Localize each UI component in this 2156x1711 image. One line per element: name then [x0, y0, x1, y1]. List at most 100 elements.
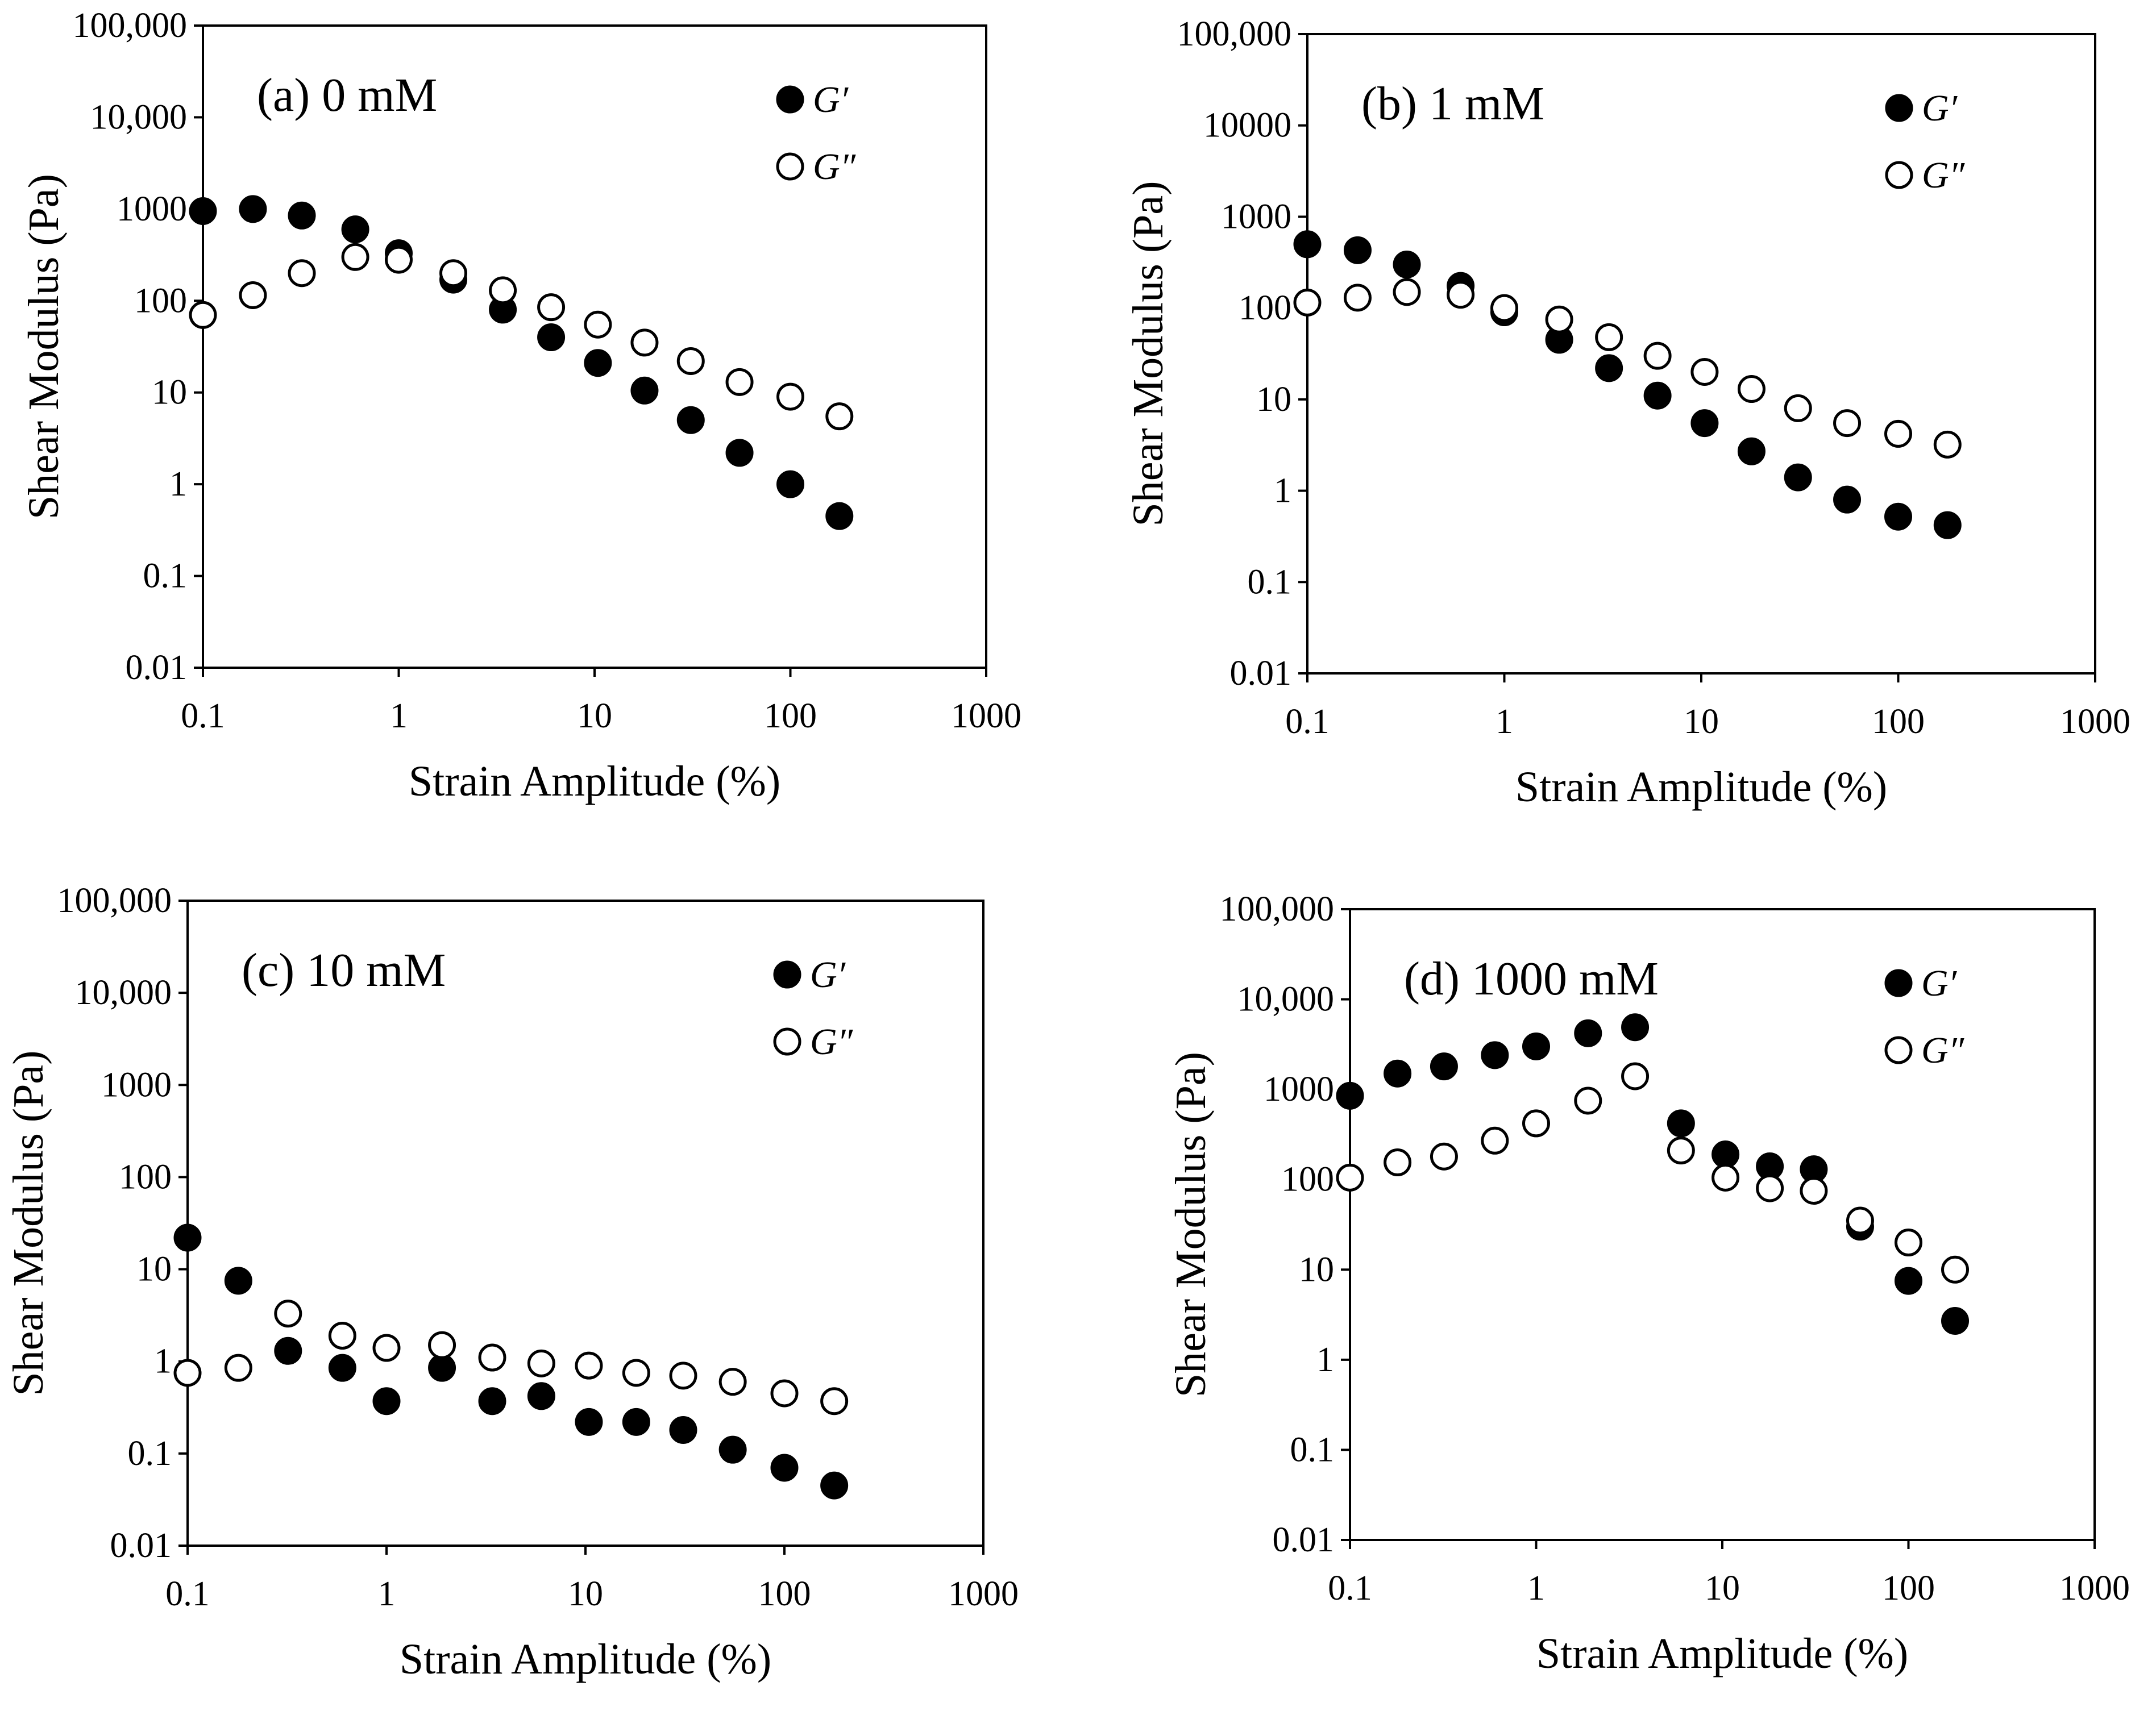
g-prime-point [584, 349, 612, 377]
legend-label-g-double-prime: G″ [1922, 155, 1966, 196]
x-axis-title: Strain Amplitude (%) [400, 1635, 771, 1683]
g-double-prime-point [1595, 323, 1623, 351]
g-prime-point [1884, 502, 1912, 531]
legend-label-g-prime: G′ [1922, 88, 1958, 129]
g-double-prime-point [1293, 288, 1322, 317]
g-prime-point [1711, 1140, 1740, 1169]
legend-label-g-prime: G′ [813, 79, 849, 120]
g-double-prime-point [328, 1322, 356, 1350]
g-prime-point [372, 1387, 401, 1416]
legend-label-g-prime: G′ [810, 954, 846, 996]
g-double-prime-point [718, 1368, 747, 1396]
y-axis-title: Shear Modulus (Pa) [5, 1051, 52, 1396]
x-tick-label: 1 [1527, 1569, 1545, 1608]
g-double-prime-point [1884, 419, 1912, 448]
g-double-prime-point [288, 259, 316, 288]
x-tick-label: 100 [1872, 702, 1925, 741]
legend-marker-g-double-prime [773, 1027, 801, 1056]
g-prime-point [1574, 1019, 1602, 1047]
g-double-prime-point [825, 402, 854, 431]
chart-panel-d: 0.01 0.1 1 10 100 1000 10,000 100,000 0.1 1 10 100 1… [1167, 890, 2130, 1677]
y-tick-label: 1 [154, 1342, 172, 1381]
g-prime-point [1784, 463, 1812, 492]
x-tick-label: 0.1 [181, 697, 225, 735]
g-prime-point [1481, 1041, 1509, 1069]
g-prime-point [1595, 354, 1623, 382]
g-double-prime-point [1690, 357, 1719, 386]
g-prime-point [1621, 1013, 1650, 1042]
y-tick-label: 100,000 [1220, 890, 1335, 929]
y-tick-label: 0.1 [128, 1434, 172, 1473]
x-tick-label: 1000 [948, 1575, 1019, 1613]
y-tick-label: 10000 [1203, 106, 1291, 145]
x-axis-title: Strain Amplitude (%) [409, 757, 780, 805]
g-double-prime-point [1574, 1086, 1602, 1115]
y-tick-label: 100 [1239, 289, 1291, 327]
x-tick-label: 10 [1684, 702, 1719, 741]
g-prime-point [1430, 1052, 1458, 1081]
x-tick-label: 0.1 [1328, 1569, 1372, 1608]
panel-title: (b) 1 mM [1361, 77, 1544, 130]
g-prime-point [1293, 230, 1322, 259]
g-prime-point [478, 1387, 506, 1416]
g-prime-point [630, 376, 659, 405]
g-prime-point [189, 197, 217, 225]
x-tick-label: 1000 [2059, 1569, 2130, 1608]
g-double-prime-point [622, 1359, 650, 1387]
g-double-prime-point [1800, 1177, 1828, 1205]
g-double-prime-point [1667, 1136, 1695, 1165]
g-double-prime-point [1545, 305, 1573, 334]
g-prime-point [288, 201, 316, 230]
y-axis-title: Shear Modulus (Pa) [20, 174, 68, 519]
g-prime-point [1690, 409, 1719, 438]
g-prime-point [820, 1471, 849, 1500]
plot-frame [186, 900, 984, 1547]
x-tick-label: 1 [390, 697, 408, 735]
x-tick-label: 1 [1496, 702, 1513, 741]
x-tick-label: 10 [1705, 1569, 1740, 1608]
g-double-prime-point [537, 293, 566, 322]
g-double-prime-point [1711, 1163, 1740, 1192]
g-prime-point [1895, 1267, 1922, 1295]
y-tick-label: 100,000 [73, 6, 188, 45]
legend-label-g-double-prime: G″ [810, 1021, 854, 1063]
g-double-prime-point [1343, 284, 1372, 312]
g-double-prime-point [1941, 1255, 1970, 1284]
y-tick-label: 0.1 [143, 557, 188, 596]
g-double-prime-point [1846, 1206, 1874, 1235]
g-double-prime-point [428, 1331, 456, 1359]
g-prime-point [1941, 1306, 1970, 1335]
g-prime-point [224, 1267, 252, 1295]
y-tick-label: 100 [119, 1158, 172, 1196]
chart-panel-a: 0.01 0.1 1 10 100 1000 10,000 100,000 0.1 1 10 100 1… [20, 6, 1021, 805]
g-prime-point [173, 1223, 202, 1252]
g-prime-point [770, 1454, 799, 1482]
g-prime-point [825, 502, 854, 530]
g-double-prime-point [224, 1354, 252, 1382]
g-double-prime-point [1933, 430, 1962, 459]
y-tick-label: 100 [1281, 1160, 1334, 1199]
x-tick-label: 0.1 [165, 1575, 210, 1613]
g-double-prime-point [173, 1359, 202, 1387]
legend-label-g-double-prime: G″ [813, 146, 857, 188]
g-double-prime-point [584, 310, 612, 339]
g-prime-point [1933, 511, 1962, 539]
g-prime-point [676, 406, 705, 434]
g-double-prime-point [820, 1387, 849, 1416]
g-double-prime-point [1784, 394, 1812, 422]
g-double-prime-point [1393, 278, 1421, 306]
legend-marker-g-double-prime [1884, 1036, 1913, 1064]
x-tick-label: 100 [764, 697, 817, 735]
g-double-prime-point [527, 1349, 555, 1377]
x-tick-label: 1 [378, 1575, 396, 1613]
g-double-prime-point [1490, 294, 1518, 322]
g-double-prime-point [770, 1379, 799, 1408]
g-prime-point [1384, 1059, 1412, 1088]
legend-marker-g-prime [776, 85, 804, 114]
g-double-prime-point [1643, 342, 1672, 370]
g-prime-point [1393, 250, 1421, 278]
g-prime-point [537, 323, 566, 352]
g-prime-point [718, 1435, 747, 1464]
y-tick-label: 1 [1316, 1341, 1334, 1379]
